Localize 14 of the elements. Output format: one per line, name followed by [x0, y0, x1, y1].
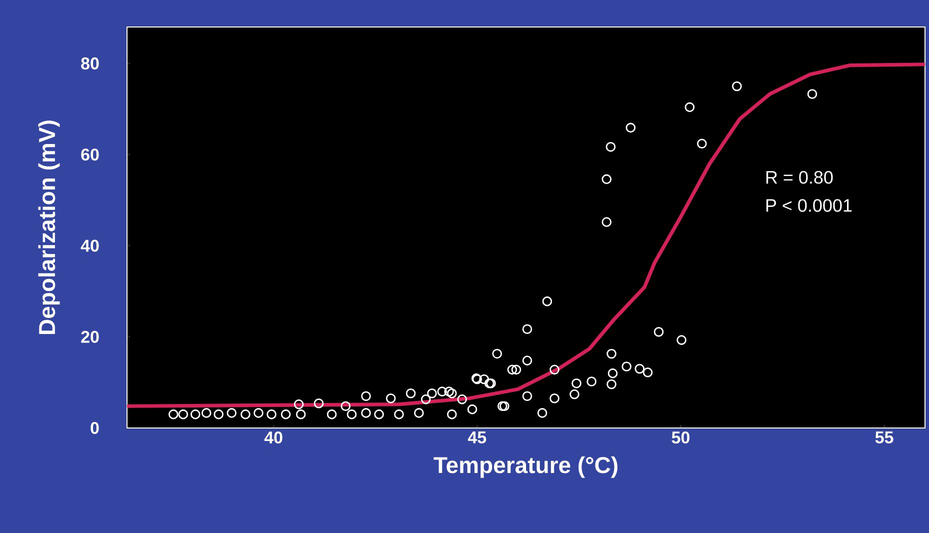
- x-tick-label: 55: [875, 432, 894, 444]
- y-tick-label: 20: [81, 330, 99, 343]
- y-tick-label: 40: [80, 240, 99, 252]
- x-axis-title: Temperature (°C): [434, 456, 618, 478]
- annotation: P < 0.0001: [766, 199, 852, 212]
- y-axis-title: Depolarization (mV): [38, 120, 60, 334]
- x-tick-label: 40: [264, 432, 282, 444]
- y-tick-label: 80: [81, 57, 99, 70]
- line-series: [127, 62, 926, 408]
- x-tick-label: 45: [468, 432, 486, 444]
- y-tick-label: 0: [90, 422, 99, 434]
- x-tick-label: 50: [672, 432, 690, 444]
- y-tick-label: 60: [81, 148, 99, 161]
- annotation: R = 0.80: [766, 171, 833, 184]
